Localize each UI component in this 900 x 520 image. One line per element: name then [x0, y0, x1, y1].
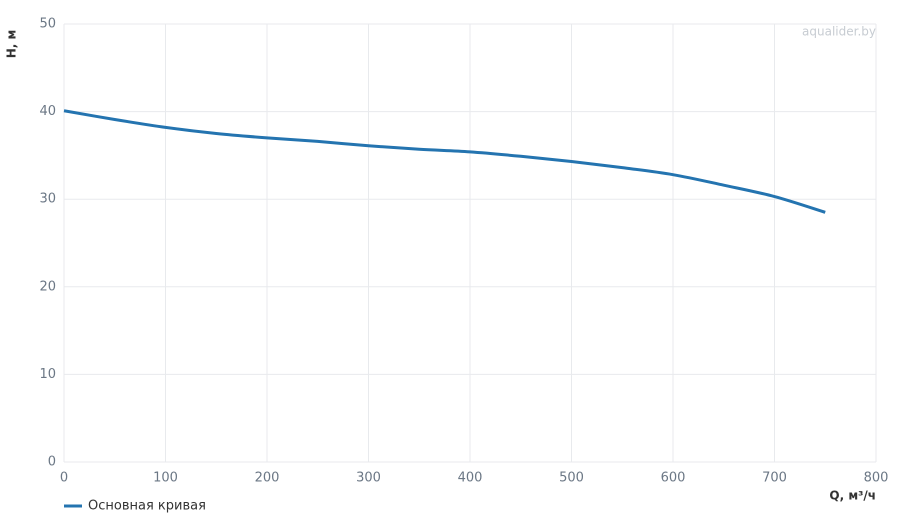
- data-line: [63, 109, 826, 214]
- watermark: aqualider.by: [802, 25, 876, 39]
- x-tick-label: 700: [762, 471, 787, 486]
- y-tick-label: 10: [39, 367, 56, 382]
- y-tick-label: 30: [39, 192, 56, 207]
- x-tick-label: 200: [255, 471, 280, 486]
- x-tick-label: 800: [864, 471, 889, 486]
- y-axis-label: H, м: [5, 30, 19, 59]
- x-tick-label: 300: [356, 471, 381, 486]
- x-tick-label: 100: [153, 471, 178, 486]
- y-tick-label: 20: [39, 279, 56, 294]
- x-tick-label: 0: [60, 471, 68, 486]
- legend-label: Основная кривая: [88, 499, 206, 514]
- x-axis-label: Q, м³/ч: [829, 489, 876, 503]
- x-tick-label: 600: [661, 471, 686, 486]
- y-tick-label: 0: [48, 455, 56, 470]
- y-tick-label: 40: [39, 104, 56, 119]
- y-tick-label: 50: [39, 17, 56, 32]
- x-tick-label: 500: [559, 471, 584, 486]
- x-tick-label: 400: [458, 471, 483, 486]
